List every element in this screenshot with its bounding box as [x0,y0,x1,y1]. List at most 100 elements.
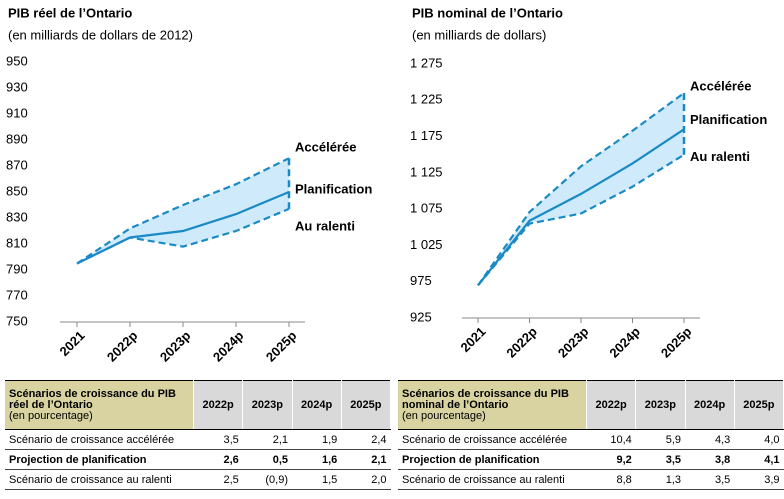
cell: 1,6 [292,449,342,470]
cell: 2,1 [242,429,292,450]
table-unit: (en pourcentage) [9,409,93,422]
y-tick-label: 750 [6,313,28,328]
header-cell: Scénarios de croissance du PIB nominal d… [398,380,587,430]
x-tick-label: 2024p [606,324,643,361]
y-tick-label: 975 [410,273,432,288]
cell: 2,5 [193,469,243,490]
cell: 4,0 [734,429,784,450]
cell: 1,5 [292,469,342,490]
cell: 1,3 [635,469,685,490]
x-tick-label: 2021 [56,328,87,359]
charts: PIB réel de l’Ontario (en milliards de do… [6,5,767,365]
series-label: Planification [690,112,767,127]
cell: (0,9) [242,469,292,490]
cell: 3,5 [635,449,685,470]
x-tick-label: 2024p [210,328,247,365]
cell: 2,4 [341,429,391,450]
y-tick-label: 850 [6,183,28,198]
series-line [477,153,685,287]
row-label: Scénario de croissance accélérée [398,429,587,450]
cell: 4,1 [734,449,784,470]
cell: 8,8 [586,469,636,490]
row-label: Scénario de croissance accélérée [5,429,194,450]
table-title: Scénarios de croissance du PIB réel de l… [9,387,176,411]
chart-title: PIB nominal de l’Ontario [412,5,563,20]
series-label: Accélérée [295,140,356,155]
series-line [76,157,290,265]
x-tick-label: 2025p [263,328,300,365]
column-header: 2022p [193,380,244,430]
series-label: Accélérée [690,78,751,93]
y-tick-label: 870 [6,157,28,172]
header-row: Scénarios de croissance du PIB réel de l… [5,380,392,430]
y-tick-label: 1 075 [410,201,443,216]
series-line [76,207,290,265]
chart-subtitle: (en milliards de dollars de 2012) [8,27,193,42]
column-header: 2023p [242,380,293,430]
growth-table: Scénarios de croissance du PIB nominal d… [398,380,784,490]
table-unit: (en pourcentage) [402,409,486,422]
cell: 2,6 [193,449,243,470]
x-tick-label: 2022p [104,328,141,365]
column-header: 2023p [635,380,686,430]
row-label: Scénario de croissance au ralenti [5,469,194,490]
cell: 9,2 [586,449,636,470]
chart-subtitle: (en milliards de dollars) [412,27,546,42]
y-tick-label: 930 [6,79,28,94]
column-header: 2024p [292,380,342,430]
cell: 2,0 [341,469,391,490]
y-tick-label: 1 125 [410,164,443,179]
y-tick-label: 910 [6,105,28,120]
series-line [477,128,685,287]
y-tick-label: 770 [6,287,28,302]
cell: 3,8 [685,449,735,470]
cell: 10,4 [586,429,636,450]
column-header: 2025p [341,380,392,430]
x-tick-label: 2022p [503,324,540,361]
table-row: Projection de planification 9,2 3,5 3,8 4,1 [398,449,784,470]
row-label: Scénario de croissance au ralenti [398,469,587,490]
series-label: Planification [295,181,372,196]
y-tick-label: 1 025 [410,237,443,252]
y-tick-label: 790 [6,261,28,276]
table-row: Scénario de croissance au ralenti 8,8 1,3 3… [398,469,784,490]
cell: 3,9 [734,469,784,490]
y-tick-label: 830 [6,209,28,224]
x-tick-label: 2021 [457,324,488,355]
cell: 1,9 [292,429,342,450]
cell: 4,3 [685,429,735,450]
cell: 0,5 [242,449,292,470]
header-row: Scénarios de croissance du PIB nominal d… [398,380,784,430]
row-label: Projection de planification [5,449,194,470]
series-label: Au ralenti [295,218,355,233]
x-tick-label: 2023p [157,328,194,365]
row-label: Projection de planification [398,449,587,470]
range-fill [478,93,684,286]
table-row: Projection de planification 2,6 0,5 1,6 2,1 [5,449,391,470]
header-cell: Scénarios de croissance du PIB réel de l… [5,380,194,430]
y-tick-label: 890 [6,131,28,146]
cell: 2,1 [341,449,391,470]
y-tick-label: 810 [6,235,28,250]
cell: 5,9 [635,429,685,450]
series-line [477,92,685,286]
table-row: Scénario de croissance au ralenti 2,5 (0,9… [5,469,391,490]
y-tick-label: 1 225 [410,92,443,107]
series-label: Au ralenti [690,149,750,164]
table-row: Scénario de croissance accélérée 10,4 5,9 4… [398,429,784,450]
y-tick-label: 1 275 [410,55,443,70]
cell: 3,5 [685,469,735,490]
column-header: 2024p [685,380,735,430]
column-header: 2025p [734,380,784,430]
chart-title: PIB réel de l’Ontario [8,5,132,20]
table-title: Scénarios de croissance du PIB nominal d… [402,387,569,411]
growth-table: Scénarios de croissance du PIB réel de l… [5,380,392,490]
table-row: Scénario de croissance accélérée 3,5 2,1 1,… [5,429,391,450]
x-tick-label: 2025p [658,324,695,361]
cell: 3,5 [193,429,243,450]
x-tick-label: 2023p [555,324,592,361]
y-tick-label: 925 [410,309,432,324]
column-header: 2022p [586,380,637,430]
y-tick-label: 950 [6,53,28,68]
